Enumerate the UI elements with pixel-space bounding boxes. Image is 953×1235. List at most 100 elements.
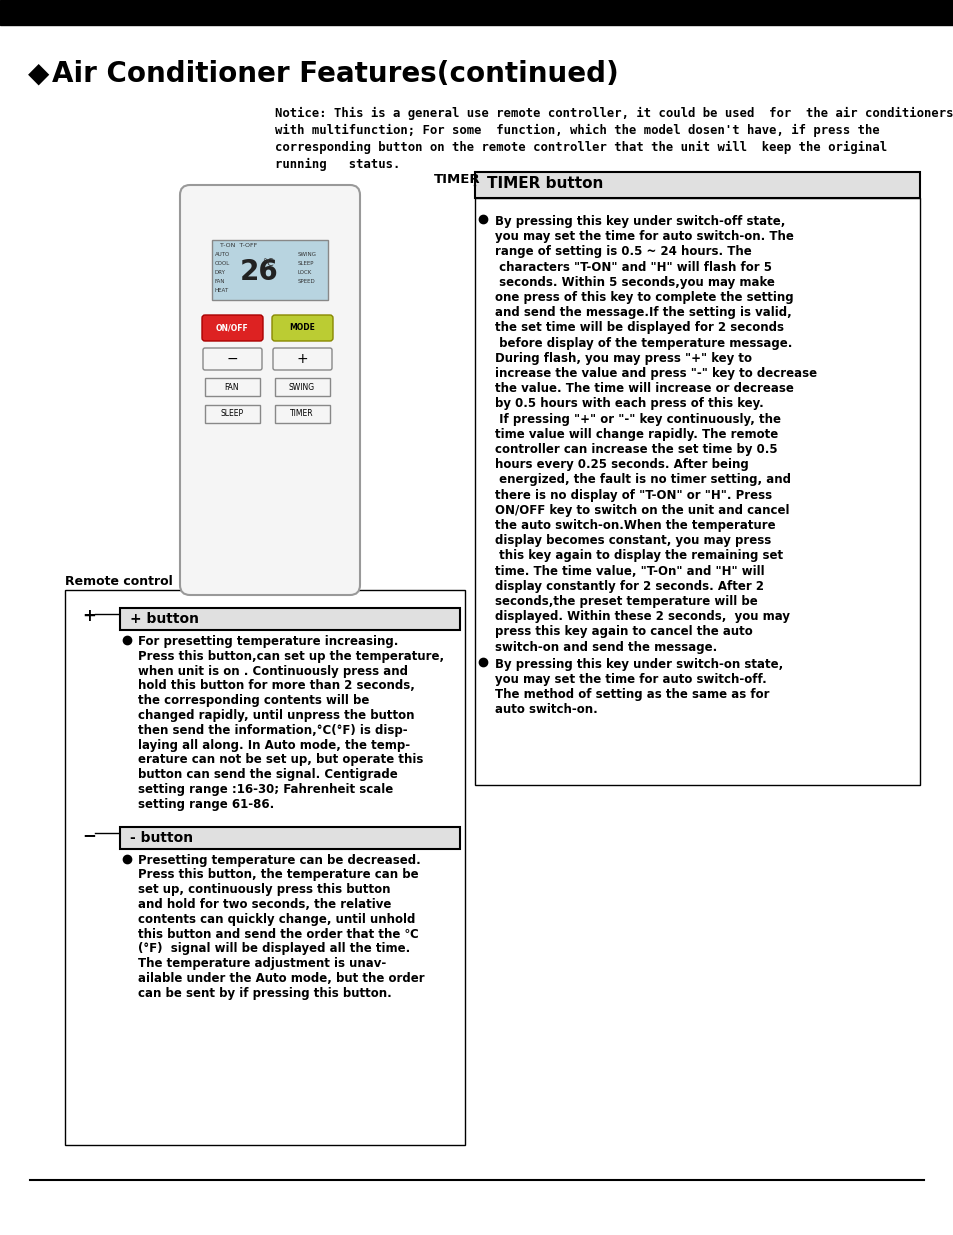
Text: hold this button for more than 2 seconds,: hold this button for more than 2 seconds… xyxy=(138,679,415,693)
Text: time. The time value, "T-On" and "H" will: time. The time value, "T-On" and "H" wil… xyxy=(495,564,763,578)
Text: contents can quickly change, until unhold: contents can quickly change, until unhol… xyxy=(138,913,415,926)
Text: energized, the fault is no timer setting, and: energized, the fault is no timer setting… xyxy=(495,473,790,487)
Text: FAN: FAN xyxy=(214,279,225,284)
Text: During flash, you may press "+" key to: During flash, you may press "+" key to xyxy=(495,352,751,364)
Text: TIMER: TIMER xyxy=(290,410,314,419)
FancyBboxPatch shape xyxy=(203,348,262,370)
Text: you may set the time for auto switch-off.: you may set the time for auto switch-off… xyxy=(495,673,766,685)
Text: and hold for two seconds, the relative: and hold for two seconds, the relative xyxy=(138,898,391,911)
Text: HEAT: HEAT xyxy=(214,288,229,293)
Text: there is no display of "T-ON" or "H". Press: there is no display of "T-ON" or "H". Pr… xyxy=(495,489,771,501)
Text: setting range 61-86.: setting range 61-86. xyxy=(138,798,274,811)
FancyBboxPatch shape xyxy=(180,185,359,595)
Text: the corresponding contents will be: the corresponding contents will be xyxy=(138,694,369,708)
Text: SLEEP: SLEEP xyxy=(297,261,314,266)
Text: For presetting temperature increasing.: For presetting temperature increasing. xyxy=(138,635,398,648)
Text: Press this button, the temperature can be: Press this button, the temperature can b… xyxy=(138,868,418,882)
Text: Air Conditioner Features(continued): Air Conditioner Features(continued) xyxy=(52,61,618,88)
Text: increase the value and press "-" key to decrease: increase the value and press "-" key to … xyxy=(495,367,817,380)
Text: set up, continuously press this button: set up, continuously press this button xyxy=(138,883,390,897)
Text: SWING: SWING xyxy=(297,252,316,257)
Text: - button: - button xyxy=(130,831,193,845)
FancyBboxPatch shape xyxy=(202,315,263,341)
Text: the auto switch-on.When the temperature: the auto switch-on.When the temperature xyxy=(495,519,775,532)
FancyBboxPatch shape xyxy=(273,348,332,370)
Text: the value. The time will increase or decrease: the value. The time will increase or dec… xyxy=(495,382,793,395)
Text: this button and send the order that the ℃: this button and send the order that the … xyxy=(138,927,418,941)
Text: The method of setting as the same as for: The method of setting as the same as for xyxy=(495,688,769,701)
Text: displayed. Within these 2 seconds,  you may: displayed. Within these 2 seconds, you m… xyxy=(495,610,789,624)
Text: DRY: DRY xyxy=(214,270,226,275)
Text: corresponding button on the remote controller that the unit will  keep the origi: corresponding button on the remote contr… xyxy=(274,141,886,154)
Text: ℃: ℃ xyxy=(262,258,273,268)
Text: hours every 0.25 seconds. After being: hours every 0.25 seconds. After being xyxy=(495,458,748,472)
Text: SLEEP: SLEEP xyxy=(220,410,243,419)
Text: button can send the signal. Centigrade: button can send the signal. Centigrade xyxy=(138,768,397,782)
Text: (°F)  signal will be displayed all the time.: (°F) signal will be displayed all the ti… xyxy=(138,942,410,956)
Text: +: + xyxy=(82,606,95,625)
Text: changed rapidly, until unpress the button: changed rapidly, until unpress the butto… xyxy=(138,709,414,722)
Text: SWING: SWING xyxy=(289,383,314,391)
Text: Notice: This is a general use remote controller, it could be used  for  the air : Notice: This is a general use remote con… xyxy=(274,107,952,120)
Text: T-ON  T-OFF: T-ON T-OFF xyxy=(220,243,257,248)
Text: Press this button,can set up the temperature,: Press this button,can set up the tempera… xyxy=(138,650,444,663)
FancyBboxPatch shape xyxy=(272,315,333,341)
Text: switch-on and send the message.: switch-on and send the message. xyxy=(495,641,717,653)
Text: COOL: COOL xyxy=(214,261,230,266)
Text: ailable under the Auto mode, but the order: ailable under the Auto mode, but the ord… xyxy=(138,972,424,986)
Text: display constantly for 2 seconds. After 2: display constantly for 2 seconds. After … xyxy=(495,579,763,593)
Bar xyxy=(274,378,330,396)
Bar xyxy=(475,172,919,198)
Text: ON/OFF key to switch on the unit and cancel: ON/OFF key to switch on the unit and can… xyxy=(495,504,789,516)
Bar xyxy=(205,405,260,424)
Text: erature can not be set up, but operate this: erature can not be set up, but operate t… xyxy=(138,753,423,767)
Text: SPEED: SPEED xyxy=(297,279,315,284)
Text: By pressing this key under switch-on state,: By pressing this key under switch-on sta… xyxy=(495,658,782,671)
Text: −: − xyxy=(226,352,237,366)
Text: the set time will be displayed for 2 seconds: the set time will be displayed for 2 sec… xyxy=(495,321,783,335)
Text: one press of this key to complete the setting: one press of this key to complete the se… xyxy=(495,291,793,304)
Bar xyxy=(65,590,464,1145)
Text: and send the message.If the setting is valid,: and send the message.If the setting is v… xyxy=(495,306,791,319)
Text: can be sent by if pressing this button.: can be sent by if pressing this button. xyxy=(138,987,392,1000)
Text: FAN: FAN xyxy=(225,383,239,391)
Text: before display of the temperature message.: before display of the temperature messag… xyxy=(495,337,792,350)
Text: 26: 26 xyxy=(240,258,278,287)
Bar xyxy=(212,240,328,300)
Text: The temperature adjustment is unav-: The temperature adjustment is unav- xyxy=(138,957,386,971)
Bar xyxy=(120,608,459,630)
Text: press this key again to cancel the auto: press this key again to cancel the auto xyxy=(495,625,752,638)
Bar xyxy=(475,198,919,785)
Text: If pressing "+" or "-" key continuously, the: If pressing "+" or "-" key continuously,… xyxy=(495,412,781,426)
Text: AUTO: AUTO xyxy=(214,252,230,257)
Text: By pressing this key under switch-off state,: By pressing this key under switch-off st… xyxy=(495,215,784,228)
Text: characters "T-ON" and "H" will flash for 5: characters "T-ON" and "H" will flash for… xyxy=(495,261,771,274)
Text: TIMER button: TIMER button xyxy=(486,177,602,191)
Text: display becomes constant, you may press: display becomes constant, you may press xyxy=(495,535,770,547)
Text: −: − xyxy=(82,826,95,844)
Text: auto switch-on.: auto switch-on. xyxy=(495,704,598,716)
Text: laying all along. In Auto mode, the temp-: laying all along. In Auto mode, the temp… xyxy=(138,739,410,752)
Text: ◆: ◆ xyxy=(28,61,50,88)
Bar xyxy=(120,826,459,848)
Text: Remote control: Remote control xyxy=(65,576,172,588)
Text: when unit is on . Continuously press and: when unit is on . Continuously press and xyxy=(138,664,408,678)
Text: time value will change rapidly. The remote: time value will change rapidly. The remo… xyxy=(495,427,778,441)
Text: +: + xyxy=(295,352,308,366)
Text: MODE: MODE xyxy=(289,324,314,332)
Bar xyxy=(274,405,330,424)
Text: setting range :16-30; Fahrenheit scale: setting range :16-30; Fahrenheit scale xyxy=(138,783,393,797)
Text: LOCK: LOCK xyxy=(297,270,312,275)
Text: then send the information,°C(°F) is disp-: then send the information,°C(°F) is disp… xyxy=(138,724,407,737)
Text: + button: + button xyxy=(130,613,199,626)
Text: controller can increase the set time by 0.5: controller can increase the set time by … xyxy=(495,443,777,456)
Text: seconds,the preset temperature will be: seconds,the preset temperature will be xyxy=(495,595,757,608)
Text: this key again to display the remaining set: this key again to display the remaining … xyxy=(495,550,782,562)
Text: Presetting temperature can be decreased.: Presetting temperature can be decreased. xyxy=(138,853,420,867)
Text: range of setting is 0.5 ~ 24 hours. The: range of setting is 0.5 ~ 24 hours. The xyxy=(495,246,751,258)
Text: ON/OFF: ON/OFF xyxy=(215,324,248,332)
Text: you may set the time for auto switch-on. The: you may set the time for auto switch-on.… xyxy=(495,230,793,243)
Text: by 0.5 hours with each press of this key.: by 0.5 hours with each press of this key… xyxy=(495,398,763,410)
Bar xyxy=(0,0,953,25)
Text: TIMER: TIMER xyxy=(434,173,480,186)
